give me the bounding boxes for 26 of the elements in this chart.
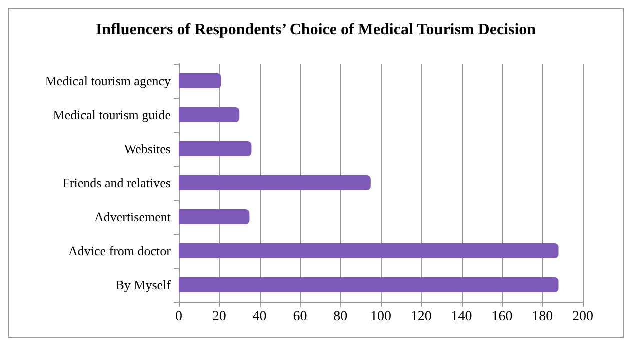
bar bbox=[179, 210, 250, 224]
bar bbox=[179, 74, 222, 88]
x-tick-label: 60 bbox=[293, 310, 308, 324]
x-tick-label: 180 bbox=[532, 310, 554, 324]
x-tick-label: 100 bbox=[370, 310, 392, 324]
y-tick-label: Medical tourism agency bbox=[45, 74, 172, 88]
bar bbox=[179, 176, 371, 190]
x-tick-label: 120 bbox=[410, 310, 432, 324]
bar bbox=[179, 142, 252, 156]
x-tick-label: 140 bbox=[451, 310, 472, 324]
bar bbox=[179, 278, 559, 292]
x-tick-label: 40 bbox=[252, 310, 267, 324]
x-tick-label: 160 bbox=[492, 310, 513, 324]
bar bbox=[179, 244, 559, 258]
y-tick-label: Websites bbox=[124, 142, 171, 156]
y-tick-label: By Myself bbox=[116, 278, 172, 292]
y-tick-label: Medical tourism guide bbox=[53, 108, 172, 122]
x-tick-label: 200 bbox=[572, 310, 594, 324]
y-tick-label: Advertisement bbox=[94, 210, 172, 224]
y-tick-label: Advice from doctor bbox=[68, 244, 172, 258]
chart-title: Influencers of Respondents’ Choice of Medical Tourism Decision bbox=[96, 22, 536, 38]
x-tick-label: 80 bbox=[334, 310, 348, 324]
x-tick-label: 20 bbox=[212, 310, 226, 324]
x-tick-label: 0 bbox=[176, 310, 182, 324]
bar bbox=[179, 108, 240, 122]
y-tick-label: Friends and relatives bbox=[62, 176, 171, 190]
